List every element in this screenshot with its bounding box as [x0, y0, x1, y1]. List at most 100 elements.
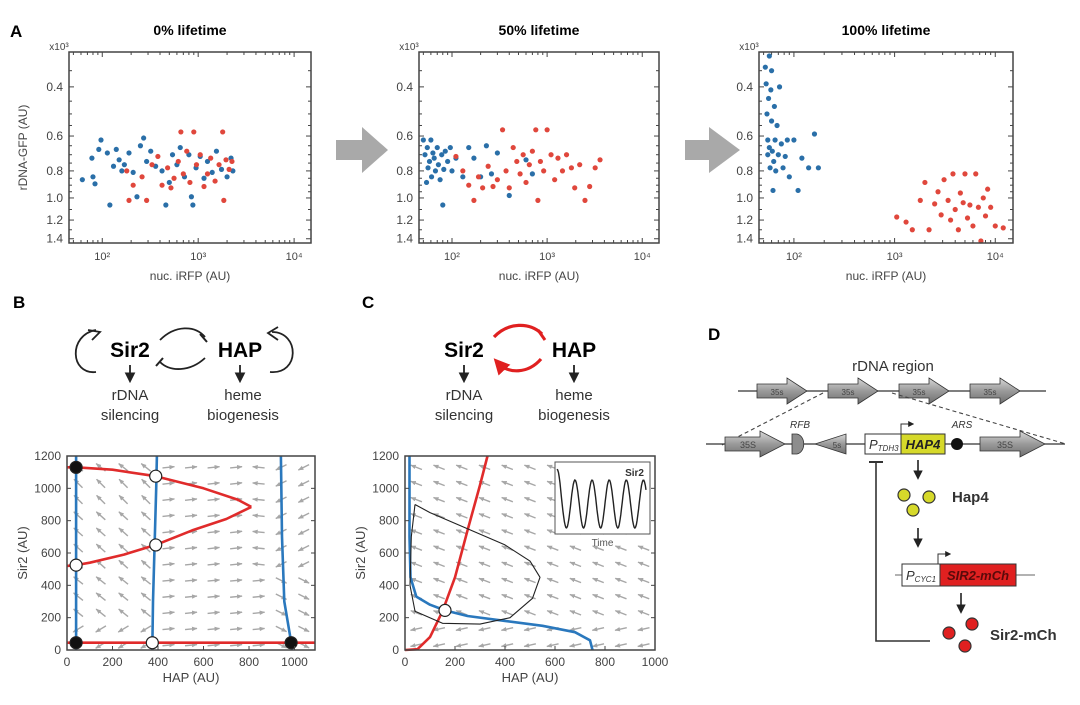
vector-field-arrow	[501, 529, 514, 535]
vector-field-arrow	[140, 625, 152, 633]
blue-data-point	[449, 168, 455, 174]
vector-field-arrow	[230, 578, 243, 583]
blue-data-point	[104, 150, 110, 156]
hap-activates-sir2-arc	[493, 357, 543, 376]
vector-field-arrow	[118, 608, 129, 618]
y-tick-label: 1.4	[396, 232, 413, 246]
blue-data-point	[218, 166, 225, 172]
vector-field-arrow	[184, 561, 198, 567]
vector-field-arrow	[95, 625, 107, 633]
vector-field-arrow	[523, 512, 536, 519]
vector-field-arrow	[162, 497, 175, 502]
vector-field-arrow	[410, 609, 423, 616]
vector-field-arrow	[95, 543, 106, 553]
blue-data-point	[786, 174, 792, 180]
x-tick-label: 10²	[786, 251, 802, 263]
vector-field-arrow	[637, 577, 650, 584]
blue-data-point	[447, 144, 453, 151]
red-data-point	[191, 129, 197, 135]
vector-field-arrow	[409, 643, 423, 648]
red-data-point	[967, 202, 973, 208]
vector-field-arrow	[184, 513, 198, 518]
y-tick-label: 1.4	[46, 232, 63, 246]
y-axis-label: Sir2 (AU)	[353, 526, 368, 579]
red-data-point	[471, 197, 477, 203]
vector-field-arrow	[230, 561, 243, 567]
zoom-guide-left	[721, 392, 824, 446]
blue-data-point	[92, 181, 98, 187]
vector-field-arrow	[184, 578, 198, 583]
vector-field-arrow	[230, 529, 243, 535]
vector-field-arrow	[140, 576, 152, 585]
red-data-point	[941, 177, 947, 183]
vector-field-arrow	[184, 642, 198, 648]
gene-35s-right	[979, 430, 1046, 458]
inset-x-label: Time	[592, 538, 614, 549]
vector-field-arrow	[592, 593, 605, 600]
hap4-protein	[897, 488, 911, 502]
arrowhead-icon	[266, 326, 279, 341]
red-data-point	[955, 227, 961, 233]
vector-field-arrow	[614, 577, 627, 584]
red-data-point	[197, 152, 203, 158]
blue-data-point	[442, 148, 448, 154]
blue-data-point	[768, 68, 775, 74]
vector-field-arrow	[252, 561, 265, 567]
vector-field-arrow	[207, 513, 221, 518]
blue-data-point	[815, 165, 821, 171]
vector-field-arrow	[546, 545, 559, 551]
red-data-point	[226, 166, 232, 172]
blue-data-point	[121, 162, 127, 168]
y-tick-label: 1.0	[46, 191, 63, 205]
red-data-point	[229, 158, 235, 165]
vector-field-arrow	[614, 545, 627, 551]
x-tick-label: 0	[64, 655, 71, 669]
stable-fixed-point	[69, 636, 83, 650]
blue-data-point	[762, 64, 768, 70]
vector-field-arrow	[230, 626, 243, 632]
vector-field-arrow	[410, 561, 423, 568]
red-data-point	[541, 168, 547, 174]
blue-data-point	[772, 137, 778, 143]
vector-field-arrow	[118, 592, 129, 601]
hap4-protein	[906, 503, 920, 517]
blue-data-point	[96, 146, 102, 153]
blue-data-point	[771, 103, 778, 110]
blue-data-point	[201, 175, 207, 181]
vector-field-arrow	[569, 626, 582, 632]
y-tick-label: 0.6	[396, 129, 413, 143]
chart-title: 0% lifetime	[153, 22, 226, 38]
red-data-point	[168, 185, 174, 191]
red-data-point	[184, 148, 190, 154]
vector-field-arrow	[546, 561, 559, 568]
red-data-point	[139, 174, 145, 180]
vector-field-arrow	[409, 626, 423, 632]
red-data-point	[587, 183, 593, 190]
red-data-point	[204, 171, 211, 177]
vector-field-arrow	[297, 496, 310, 503]
red-data-point	[945, 197, 951, 203]
red-data-point	[544, 127, 550, 133]
plot-frame	[404, 455, 656, 651]
red-data-point	[520, 152, 526, 158]
vector-field-arrow	[252, 545, 265, 551]
rdna-region-title: rDNA region	[852, 358, 934, 375]
red-data-point	[475, 174, 482, 180]
blue-data-point	[430, 150, 436, 156]
blue-data-point	[523, 157, 529, 163]
hap4-label: Hap4	[952, 489, 989, 506]
x-tick-label: 1000	[281, 655, 308, 669]
blue-data-point	[774, 122, 780, 129]
blue-data-point	[423, 179, 430, 186]
red-data-point	[514, 158, 520, 165]
ars-element	[951, 438, 963, 450]
red-data-point	[216, 162, 222, 168]
vector-field-arrow	[230, 642, 243, 648]
vector-field-arrow	[455, 496, 468, 503]
vector-field-arrow	[455, 643, 468, 648]
vector-field-arrow	[275, 609, 288, 617]
vector-field-arrow	[501, 464, 514, 471]
y-multiplier-label: x10³	[49, 42, 69, 53]
vector-field-arrow	[162, 594, 175, 599]
vector-field-arrow	[184, 545, 198, 551]
